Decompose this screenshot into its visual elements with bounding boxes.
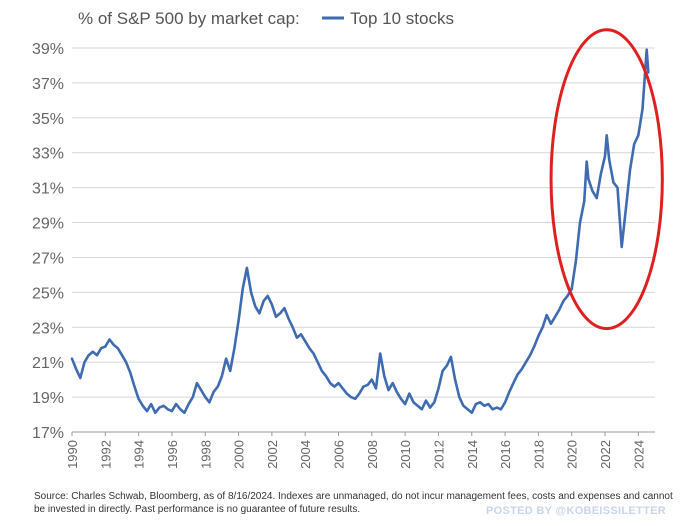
highlight-ellipse [549, 28, 664, 331]
y-tick-label: 23% [32, 320, 64, 337]
x-axis-ticks: 1990 1992 1994 1996 1998 2000 2002 2004 2006 2008… [65, 432, 646, 469]
x-tick-label: 2016 [498, 440, 513, 469]
x-tick-label: 2012 [431, 440, 446, 469]
annotation-layer [549, 28, 664, 331]
x-tick-label: 2024 [631, 440, 646, 469]
y-tick-label: 31% [32, 181, 64, 198]
x-tick-label: 2020 [565, 440, 580, 469]
x-tick-label: 1992 [98, 440, 113, 469]
x-tick-label: 2000 [232, 440, 247, 469]
y-tick-label: 19% [32, 390, 64, 407]
series-line-top-10-stocks [70, 48, 650, 415]
legend-label: Top 10 stocks [350, 9, 454, 28]
y-tick-label: 37% [32, 76, 64, 93]
y-axis-ticks: 39% 37% 35% 33% 31% 29% 27% 25% 23% 21% 19% 17% [32, 41, 64, 442]
x-tick-label: 2022 [598, 440, 613, 469]
x-tick-label: 1990 [65, 440, 80, 469]
y-tick-label: 27% [32, 250, 64, 267]
x-tick-label: 2018 [531, 440, 546, 469]
watermark: POSTED BY @KOBEISSILETTER [486, 505, 666, 517]
x-tick-label: 1998 [198, 440, 213, 469]
x-tick-label: 2004 [298, 440, 313, 469]
grid-lines [72, 47, 655, 398]
y-tick-label: 25% [32, 285, 64, 302]
x-tick-label: 1994 [132, 440, 147, 469]
x-tick-label: 2014 [465, 440, 480, 469]
y-tick-label: 21% [32, 355, 64, 372]
source-note: Source: Charles Schwab, Bloomberg, as of… [34, 491, 673, 515]
y-tick-label: 35% [32, 111, 64, 128]
x-tick-label: 1996 [165, 440, 180, 469]
y-tick-label: 33% [32, 146, 64, 163]
series-layer [70, 48, 650, 415]
x-tick-label: 2002 [265, 440, 280, 469]
y-tick-label: 17% [32, 425, 64, 442]
y-tick-label: 29% [32, 216, 64, 233]
chart-title: % of S&P 500 by market cap: [78, 9, 300, 28]
x-tick-label: 2006 [332, 440, 347, 469]
y-tick-label: 39% [32, 41, 64, 58]
x-tick-label: 2010 [398, 440, 413, 469]
legend: Top 10 stocks [322, 9, 454, 28]
x-tick-label: 2008 [365, 440, 380, 469]
